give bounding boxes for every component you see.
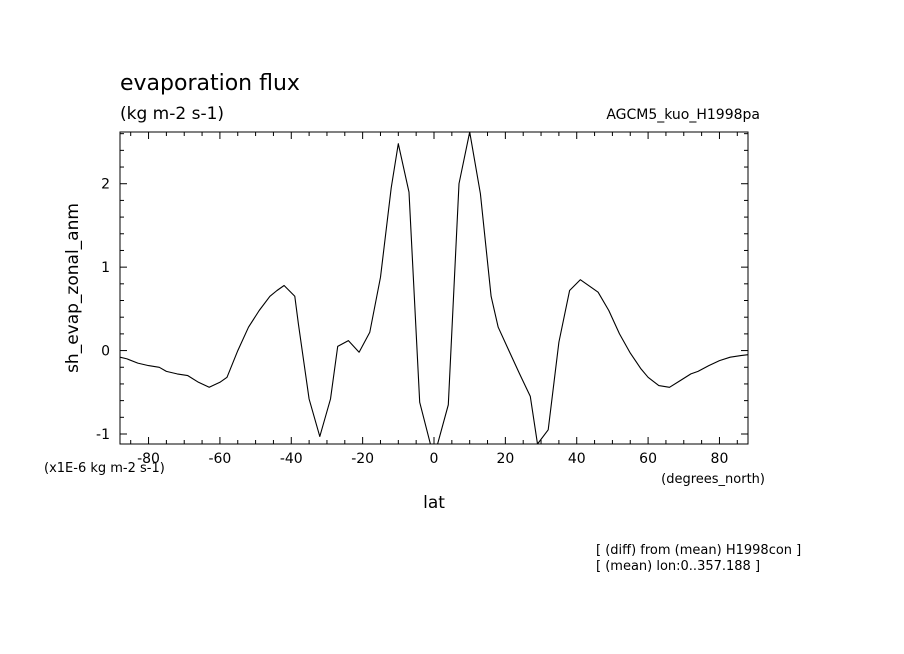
axes: -80 -60 -40 -20 0 20 40 60 80 -1 0 1 2: [96, 132, 748, 467]
x-axis-label: lat: [423, 493, 445, 513]
note-line-2: [ (mean) lon:0..357.188 ]: [596, 559, 760, 574]
y-axis-label: sh_evap_zonal_anm: [63, 203, 83, 373]
y-tick-label: -1: [96, 427, 110, 443]
x-tick-label: -20: [351, 451, 374, 467]
x-tick-label: 20: [496, 451, 514, 467]
x-tick-label: 60: [639, 451, 657, 467]
note-line-1: [ (diff) from (mean) H1998con ]: [596, 543, 801, 558]
x-tick-label: 0: [430, 451, 439, 467]
x-tick-label: -80: [137, 451, 160, 467]
x-tick-label: -40: [280, 451, 303, 467]
x-tick-label: -60: [208, 451, 231, 467]
y-tick-label: 1: [101, 260, 110, 276]
chart-subtitle: (kg m-2 s-1): [120, 104, 224, 124]
x-tick-label: 40: [568, 451, 586, 467]
model-label: AGCM5_kuo_H1998pa: [606, 107, 760, 123]
y-tick-label: 2: [101, 177, 110, 193]
y-tick-label: 0: [101, 344, 110, 360]
x-tick-label: 80: [711, 451, 729, 467]
plot-frame: [119, 131, 749, 445]
chart-title: evaporation flux: [120, 71, 300, 96]
series-line-0: [119, 131, 749, 445]
series-layer: [119, 131, 749, 445]
x-unit-label: (degrees_north): [661, 472, 765, 487]
y-unit-label: (x1E-6 kg m-2 s-1): [44, 461, 165, 476]
